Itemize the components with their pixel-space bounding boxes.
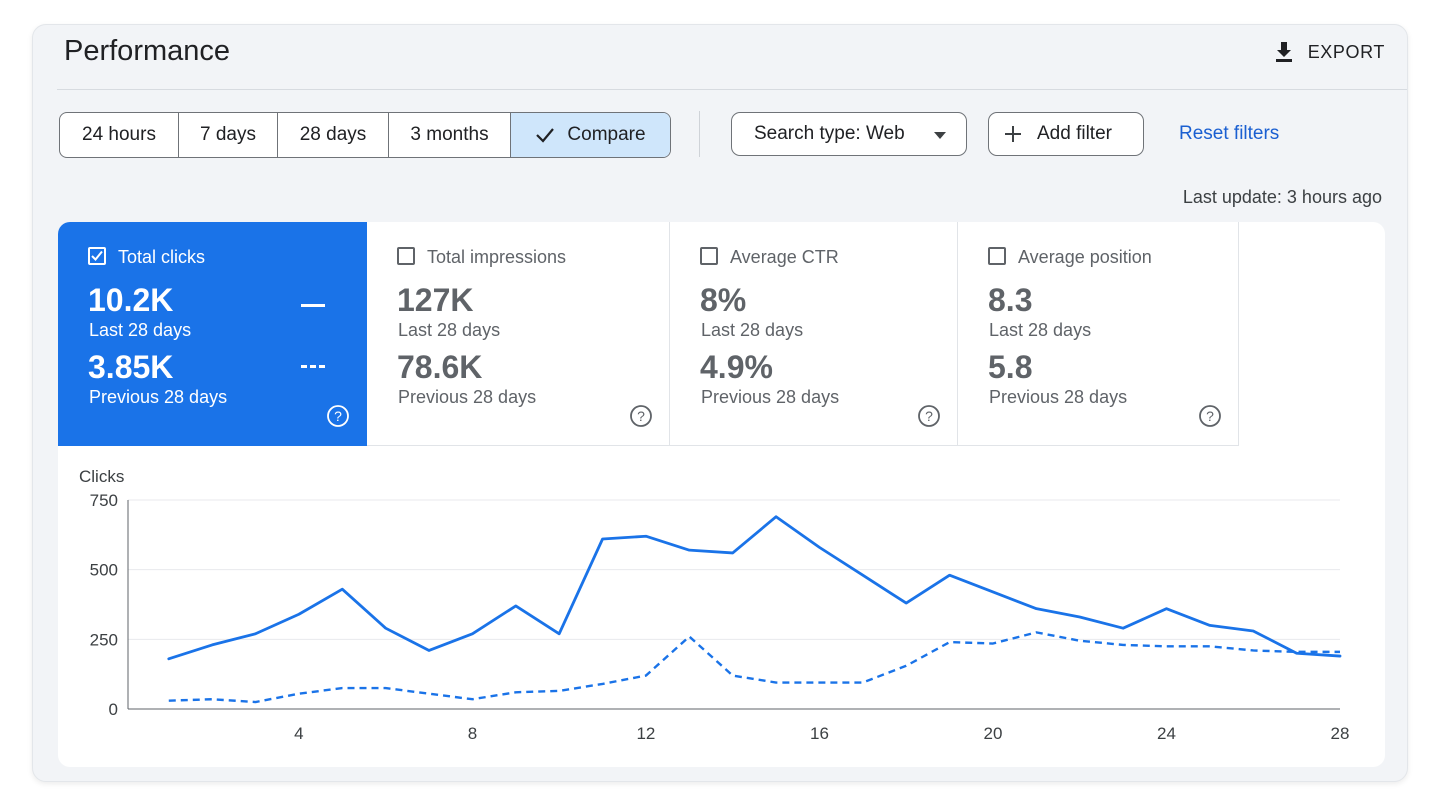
x-tick-label: 4 [294, 724, 303, 743]
svg-text:?: ? [1206, 408, 1214, 424]
metric-current-label: Last 28 days [701, 320, 804, 340]
toolbar-divider [699, 111, 700, 157]
date-range-selector: 24 hours 7 days 28 days 3 months Compare [59, 112, 671, 158]
metric-current-value: 8.3 [988, 282, 1033, 318]
metric-previous-label: Previous 28 days [701, 387, 840, 407]
metric-label: Average position [1018, 247, 1152, 267]
x-tick-label: 16 [810, 724, 829, 743]
help-icon[interactable]: ? [917, 404, 941, 428]
metric-previous-value: 4.9% [700, 349, 773, 385]
range-28-days[interactable]: 28 days [278, 113, 389, 157]
legend-dashed-line [301, 365, 325, 368]
reset-filters-link[interactable]: Reset filters [1179, 123, 1280, 144]
caret-down-icon [934, 132, 946, 139]
range-24-hours[interactable]: 24 hours [60, 113, 179, 157]
metric-tile-total-impressions[interactable]: Total impressions 127K Last 28 days 78.6… [367, 222, 670, 446]
last-update-text: Last update: 3 hours ago [1182, 187, 1382, 207]
range-7-days[interactable]: 7 days [179, 113, 278, 157]
y-tick-label: 250 [90, 630, 118, 649]
metric-current-value: 8% [700, 282, 747, 318]
help-icon[interactable]: ? [326, 404, 350, 428]
y-tick-label: 750 [90, 491, 118, 510]
x-tick-label: 12 [636, 724, 655, 743]
range-3-months[interactable]: 3 months [389, 113, 511, 157]
x-tick-label: 20 [984, 724, 1003, 743]
x-tick-label: 24 [1157, 724, 1176, 743]
add-filter-label: Add filter [1037, 123, 1112, 144]
metric-previous-label: Previous 28 days [89, 387, 228, 407]
compare-label: Compare [567, 124, 646, 145]
add-filter-button[interactable]: Add filter [988, 112, 1144, 156]
checkbox-unchecked[interactable] [988, 247, 1006, 265]
svg-text:?: ? [334, 408, 342, 424]
clicks-line-chart: Clicks 0 250 500 750 4 8 12 16 20 24 28 [79, 467, 1350, 743]
x-tick-label: 28 [1331, 724, 1350, 743]
page-title: Performance [64, 35, 231, 67]
metric-label: Total clicks [118, 247, 206, 267]
help-icon[interactable]: ? [629, 404, 653, 428]
export-label: EXPORT [1307, 41, 1385, 62]
checkbox-checked[interactable] [88, 247, 106, 265]
metric-current-label: Last 28 days [398, 320, 501, 340]
legend-solid-line [301, 304, 325, 307]
metric-tile-total-clicks[interactable]: Total clicks 10.2K Last 28 days 3.85K Pr… [58, 222, 367, 446]
download-icon [1275, 42, 1292, 62]
checkbox-unchecked[interactable] [700, 247, 718, 265]
y-axis-label: Clicks [79, 467, 124, 486]
performance-panel: Performance EXPORT 24 hours 7 days 28 da… [32, 24, 1408, 782]
search-type-dropdown[interactable]: Search type: Web [731, 112, 967, 156]
plus-icon [1005, 126, 1021, 142]
x-tick-label: 8 [468, 724, 477, 743]
metric-tile-average-ctr[interactable]: Average CTR 8% Last 28 days 4.9% Previou… [670, 222, 958, 446]
y-tick-label: 500 [90, 561, 118, 580]
compare-button[interactable]: Compare [511, 113, 670, 157]
metric-previous-value: 3.85K [88, 349, 174, 385]
series-line-previous [168, 631, 1340, 704]
metrics-chart-card: Total clicks 10.2K Last 28 days 3.85K Pr… [58, 222, 1385, 767]
check-icon [91, 250, 103, 261]
metric-current-value: 127K [397, 282, 474, 318]
y-tick-label: 0 [109, 700, 118, 719]
header-divider [57, 89, 1407, 90]
checkbox-unchecked[interactable] [397, 247, 415, 265]
svg-text:?: ? [925, 408, 933, 424]
help-icon[interactable]: ? [1198, 404, 1222, 428]
check-icon [536, 128, 555, 143]
metric-previous-label: Previous 28 days [989, 387, 1128, 407]
metric-label: Average CTR [730, 247, 839, 267]
metric-current-label: Last 28 days [989, 320, 1092, 340]
svg-text:?: ? [637, 408, 645, 424]
search-type-label: Search type: Web [754, 123, 905, 144]
series-line-current [167, 515, 1342, 661]
metric-tile-average-position[interactable]: Average position 8.3 Last 28 days 5.8 Pr… [958, 222, 1239, 446]
metric-previous-value: 78.6K [397, 349, 483, 385]
metric-label: Total impressions [427, 247, 567, 267]
metric-previous-value: 5.8 [988, 349, 1033, 385]
metric-current-label: Last 28 days [89, 320, 192, 340]
metric-current-value: 10.2K [88, 282, 174, 318]
export-button[interactable]: EXPORT [1274, 41, 1385, 63]
metric-previous-label: Previous 28 days [398, 387, 537, 407]
